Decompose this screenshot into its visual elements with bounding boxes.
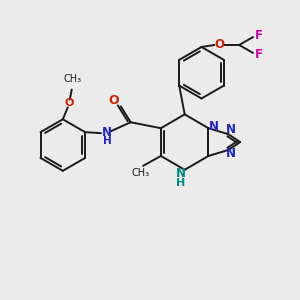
Text: H: H (176, 178, 185, 188)
Text: CH₃: CH₃ (131, 168, 149, 178)
Text: O: O (109, 94, 119, 107)
Text: F: F (255, 28, 263, 42)
Text: N: N (226, 123, 236, 136)
Text: F: F (255, 48, 263, 62)
Text: N: N (226, 148, 236, 160)
Text: N: N (176, 167, 186, 180)
Text: O: O (64, 98, 74, 108)
Text: CH₃: CH₃ (64, 74, 82, 84)
Text: N: N (102, 126, 112, 139)
Text: N: N (208, 120, 218, 133)
Text: O: O (214, 38, 224, 52)
Text: H: H (103, 136, 111, 146)
